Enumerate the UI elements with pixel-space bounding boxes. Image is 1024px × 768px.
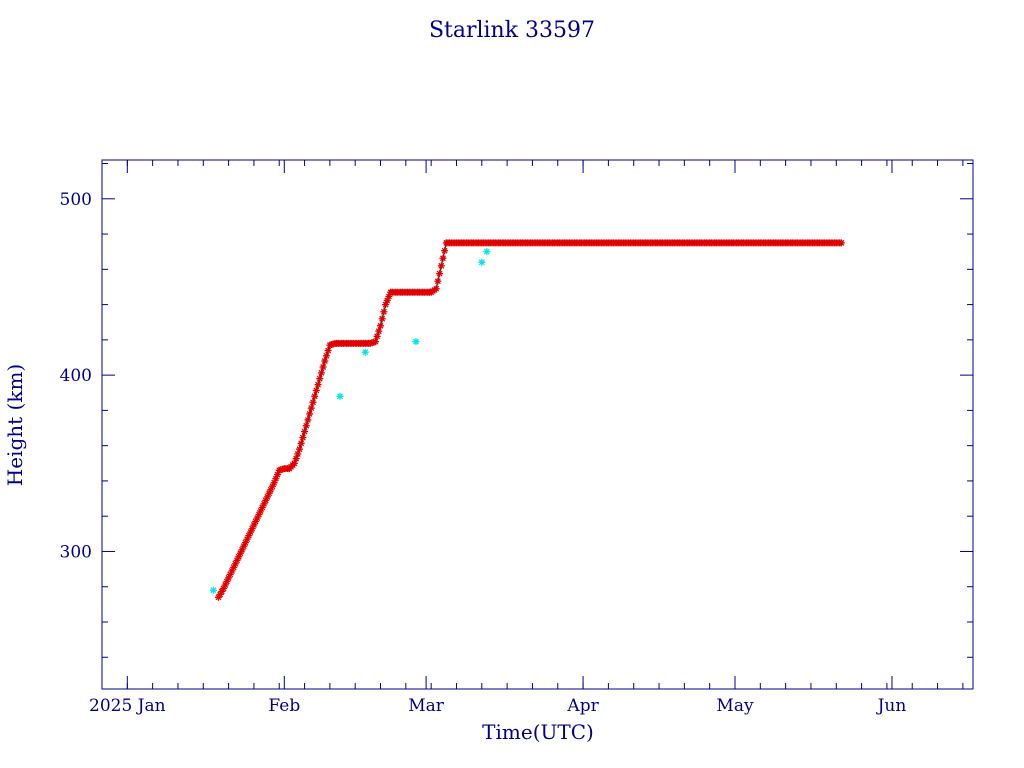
plot-frame (101, 159, 974, 690)
x-tick-label: May (716, 696, 754, 716)
x-tick-label: Mar (408, 696, 445, 716)
data-point (371, 338, 379, 346)
data-point (437, 262, 445, 270)
data-point (317, 369, 325, 377)
data-point (377, 322, 385, 330)
tick-marks (101, 160, 973, 689)
x-tick-label: Apr (566, 696, 599, 716)
data-point (439, 254, 447, 262)
data-point (373, 332, 381, 340)
data-point (380, 308, 388, 316)
data-point (309, 398, 317, 406)
x-tick-label: Feb (268, 696, 300, 716)
data-point (314, 381, 322, 389)
x-tick-label: Jun (876, 696, 907, 716)
data-point (336, 392, 344, 400)
chart-title: Starlink 33597 (429, 18, 595, 43)
x-tick-label: 2025 Jan (89, 696, 166, 716)
data-point (302, 422, 310, 430)
data-point (319, 363, 327, 371)
data-point (324, 347, 332, 355)
data-points (209, 239, 845, 601)
data-point (297, 439, 305, 447)
y-tick-label: 500 (60, 190, 92, 210)
data-point (209, 586, 217, 594)
data-point (316, 375, 324, 383)
data-point (441, 247, 449, 255)
data-point (295, 445, 303, 453)
data-point (312, 386, 320, 394)
tick-labels: 2025 Jan Feb Mar Apr May Jun 300 400 500 (60, 190, 907, 716)
data-point (412, 338, 420, 346)
y-tick-label: 400 (60, 366, 92, 386)
data-point (436, 270, 444, 278)
data-point (306, 410, 314, 418)
data-point (378, 315, 386, 323)
data-point (307, 404, 315, 412)
y-axis-label: Height (km) (3, 364, 27, 486)
data-point (837, 239, 845, 247)
data-point (434, 277, 442, 285)
data-point (301, 428, 309, 436)
x-axis-label: Time(UTC) (482, 720, 594, 744)
data-point (483, 248, 491, 256)
data-point (375, 327, 383, 335)
data-point (478, 258, 486, 266)
y-tick-label: 300 (60, 542, 92, 562)
data-point (311, 392, 319, 400)
data-point (321, 357, 329, 365)
data-point (304, 416, 312, 424)
data-point (322, 352, 330, 360)
data-point (299, 434, 307, 442)
data-point (432, 285, 440, 293)
data-point (361, 348, 369, 356)
data-line (217, 242, 842, 598)
